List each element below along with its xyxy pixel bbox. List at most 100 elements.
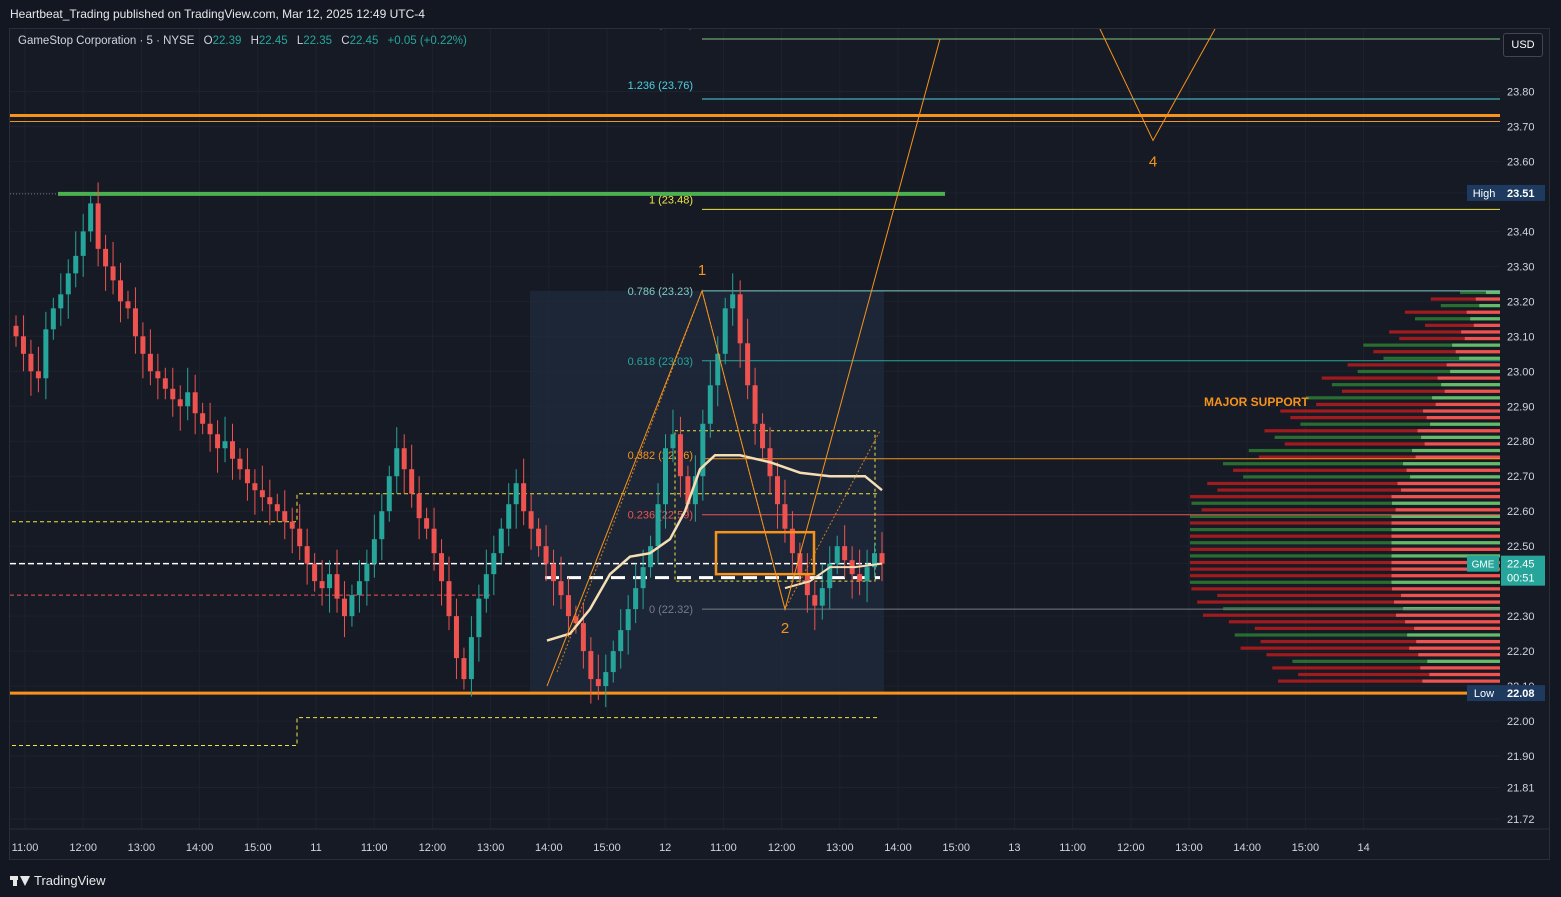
candle-body — [230, 441, 235, 459]
volume-profile-bar-inner — [1391, 587, 1500, 591]
candle-body — [244, 469, 250, 484]
volume-profile-bar — [1430, 297, 1500, 301]
volume-profile-bar-inner — [1409, 646, 1500, 650]
volume-profile-bar — [1306, 396, 1500, 400]
major-support-annotation: MAJOR SUPPORT — [1204, 395, 1309, 409]
volume-profile-bar — [1240, 646, 1500, 650]
candle-body — [565, 595, 571, 617]
y-tick-label: 23.80 — [1507, 86, 1535, 98]
x-tick-label: 11 — [310, 842, 321, 854]
candle-body — [446, 581, 452, 617]
volume-profile-bar — [1202, 613, 1500, 617]
volume-profile-bar — [1316, 402, 1500, 407]
volume-profile-bar-inner — [1417, 429, 1500, 433]
price-scale — [1500, 29, 1549, 829]
x-tick-label: 12:00 — [69, 842, 97, 854]
volume-profile-bar-inner — [1391, 554, 1500, 558]
candle-body — [536, 528, 542, 547]
candle-body — [774, 476, 780, 505]
candle-body — [312, 563, 318, 582]
candle-body — [103, 248, 109, 267]
volume-profile-bar — [1389, 330, 1500, 334]
volume-profile-bar — [1274, 435, 1500, 439]
orange-zone-box — [714, 530, 816, 576]
volume-profile-bar-inner — [1421, 435, 1500, 439]
volume-profile-bar-inner — [1441, 383, 1500, 387]
volume-profile-bar-inner — [1394, 600, 1500, 604]
candle-body — [677, 434, 683, 477]
candle-body — [424, 518, 430, 529]
volume-profile-bar-inner — [1391, 567, 1500, 571]
candle-body — [543, 546, 549, 564]
candle-body — [118, 280, 124, 302]
y-tick-label: 22.30 — [1507, 611, 1535, 623]
volume-profile-bar — [1292, 659, 1500, 663]
volume-profile-bar — [1399, 336, 1500, 341]
volume-profile-bar — [1190, 495, 1500, 499]
candle-body — [267, 497, 273, 505]
volume-profile-bar-inner — [1437, 376, 1500, 380]
candle-body — [857, 574, 863, 582]
candle-body — [655, 504, 661, 547]
y-tick-label: 22.50 — [1507, 541, 1535, 553]
candle-body — [73, 255, 79, 274]
volume-profile-bar-inner — [1470, 317, 1500, 321]
candle-body — [65, 273, 71, 295]
candle-body — [804, 574, 810, 596]
volume-profile-bar-inner — [1397, 481, 1500, 486]
x-tick-label: 12 — [659, 842, 671, 854]
candle-body — [819, 588, 825, 606]
volume-profile-bar-inner — [1422, 679, 1500, 683]
candle-body — [595, 679, 601, 687]
high-label: H — [250, 35, 259, 47]
last-symbol-label: GME — [1472, 560, 1495, 571]
fib-label: 1.382 (23.74) — [628, 29, 693, 30]
volume-profile-bar — [1190, 547, 1500, 551]
candle-body — [215, 434, 221, 449]
x-tick-label: 11:00 — [710, 842, 737, 854]
y-tick-label: 23.00 — [1507, 366, 1535, 378]
volume-profile-bar-inner — [1391, 527, 1500, 532]
volume-profile-bar-inner — [1391, 534, 1500, 538]
volume-profile-bar-inner — [1391, 560, 1500, 565]
volume-profile-bar-inner — [1455, 350, 1500, 354]
x-tick-label: 15:00 — [1292, 842, 1320, 854]
candle-body — [872, 553, 878, 568]
fib-label: 1 (23.48) — [649, 194, 693, 206]
candle-body — [297, 528, 303, 547]
price-chart[interactable]: 11:00 12:00 13:00 14:00 15:00 11 11:00 12:00 13:… — [10, 29, 1549, 859]
y-tick-label: 23.10 — [1507, 331, 1535, 343]
candle-body — [618, 630, 624, 652]
vwap-line-2 — [784, 562, 883, 590]
candle-body — [155, 371, 161, 379]
fib-label: 1.236 (23.76) — [628, 80, 693, 92]
last-price-label: 22.45 — [1507, 559, 1535, 571]
candle-body — [707, 385, 713, 424]
volume-profile-bar — [1341, 389, 1500, 393]
yellow-dashed-box — [674, 430, 876, 582]
last-symbol-badge — [1467, 555, 1499, 572]
volume-profile-bar — [1298, 672, 1500, 677]
volume-profile-bar — [1190, 567, 1500, 571]
candle-body — [588, 651, 594, 680]
volume-profile-bar — [1233, 468, 1500, 472]
x-tick-label: 14:00 — [884, 842, 912, 854]
volume-profile-bar-inner — [1415, 455, 1500, 459]
candle-body — [20, 336, 26, 354]
open-value: 22.39 — [212, 35, 242, 47]
candle-body — [879, 553, 885, 564]
volume-profile-bar-inner — [1423, 409, 1500, 413]
currency-button[interactable]: USD — [1503, 33, 1543, 57]
volume-profile-bar-inner — [1391, 521, 1500, 525]
candle-body — [327, 574, 333, 589]
symbol-title: GameStop Corporation · 5 · NYSE — [18, 35, 195, 47]
volume-profile-bar — [1197, 600, 1500, 604]
candle-body — [700, 423, 706, 477]
candle-body — [282, 511, 288, 522]
chart-area[interactable]: 11:00 12:00 13:00 14:00 15:00 11 11:00 12:00 13:… — [9, 28, 1550, 860]
candle-body — [573, 616, 579, 624]
x-tick-label: 11:00 — [12, 842, 39, 854]
volume-profile-bar — [1258, 455, 1500, 459]
volume-profile-bar-inner — [1427, 659, 1500, 663]
candle-body — [252, 483, 258, 491]
